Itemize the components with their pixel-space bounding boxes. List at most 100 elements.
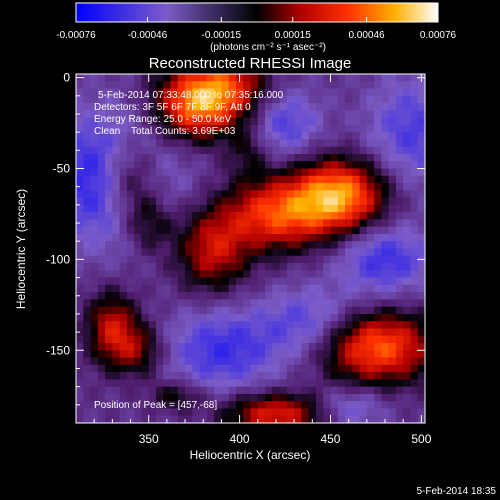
heatmap-cell bbox=[228, 233, 237, 242]
heatmap-cell bbox=[177, 408, 186, 417]
heatmap-cell bbox=[301, 226, 310, 235]
heatmap-cell bbox=[163, 306, 172, 315]
heatmap-cell bbox=[163, 233, 172, 242]
heatmap-cell bbox=[185, 321, 193, 330]
heatmap-cell bbox=[105, 364, 113, 373]
heatmap-cell bbox=[272, 81, 281, 90]
heatmap-cell bbox=[170, 284, 179, 293]
heatmap-cell bbox=[250, 321, 259, 330]
heatmap-cell bbox=[286, 103, 295, 111]
heatmap-cell bbox=[112, 284, 121, 293]
heatmap-cell bbox=[272, 401, 281, 410]
heatmap-cell bbox=[163, 146, 172, 155]
heatmap-cell bbox=[83, 146, 92, 155]
heatmap-cell bbox=[83, 364, 92, 373]
heatmap-cell bbox=[388, 263, 397, 271]
heatmap-cell bbox=[308, 386, 317, 395]
heatmap-cell bbox=[163, 81, 172, 90]
heatmap-cell bbox=[97, 153, 106, 162]
heatmap-cell bbox=[221, 277, 230, 286]
heatmap-cell bbox=[221, 168, 230, 177]
heatmap-cell bbox=[141, 219, 150, 228]
heatmap-cell bbox=[388, 161, 397, 170]
heatmap-cell bbox=[185, 364, 193, 373]
heatmap-cell bbox=[374, 233, 382, 242]
heatmap-cell bbox=[345, 255, 353, 264]
heatmap-cell bbox=[177, 183, 186, 191]
heatmap-cell bbox=[76, 241, 84, 250]
heatmap-cell bbox=[395, 379, 404, 388]
heatmap-cell bbox=[235, 321, 244, 330]
heatmap-cell bbox=[301, 212, 310, 221]
heatmap-cell bbox=[228, 372, 237, 380]
heatmap-cell bbox=[206, 95, 215, 104]
heatmap-cell bbox=[112, 379, 121, 388]
heatmap-cell bbox=[148, 117, 157, 126]
heatmap-cell bbox=[279, 401, 288, 410]
heatmap-cell bbox=[243, 401, 252, 410]
heatmap-cell bbox=[308, 284, 317, 293]
heatmap-cell bbox=[374, 241, 382, 250]
heatmap-cell bbox=[381, 175, 390, 184]
heatmap-cell bbox=[134, 183, 143, 191]
heatmap-cell bbox=[134, 357, 143, 366]
heatmap-cell bbox=[112, 343, 121, 351]
heatmap-cell bbox=[374, 393, 382, 402]
heatmap-cell bbox=[272, 233, 281, 242]
heatmap-cell bbox=[206, 74, 215, 82]
heatmap-cell bbox=[265, 284, 273, 293]
heatmap-cell bbox=[330, 110, 339, 119]
heatmap-cell bbox=[265, 88, 273, 97]
heatmap-cell bbox=[221, 212, 230, 221]
heatmap-cell bbox=[337, 183, 346, 191]
heatmap-cell bbox=[185, 277, 193, 286]
heatmap-cell bbox=[272, 270, 281, 279]
heatmap-cell bbox=[381, 103, 390, 111]
heatmap-cell bbox=[126, 88, 135, 97]
heatmap-cell bbox=[395, 292, 404, 300]
heatmap-cell bbox=[301, 321, 310, 330]
heatmap-cell bbox=[323, 175, 332, 184]
heatmap-cell bbox=[148, 386, 157, 395]
heatmap-cell bbox=[221, 204, 230, 213]
heatmap-cell bbox=[199, 190, 208, 199]
heatmap-cell bbox=[345, 277, 353, 286]
heatmap-cell bbox=[177, 81, 186, 90]
heatmap-cell bbox=[90, 110, 99, 119]
heatmap-cell bbox=[381, 95, 390, 104]
heatmap-cell bbox=[170, 226, 179, 235]
heatmap-cell bbox=[90, 299, 99, 308]
heatmap-cell bbox=[105, 299, 113, 308]
heatmap-cell bbox=[243, 175, 252, 184]
heatmap-cell bbox=[374, 124, 382, 133]
heatmap-cell bbox=[112, 103, 121, 111]
heatmap-cell bbox=[134, 226, 143, 235]
heatmap-cell bbox=[141, 299, 150, 308]
heatmap-cell bbox=[97, 364, 106, 373]
heatmap-cell bbox=[286, 343, 295, 351]
heatmap-cell bbox=[250, 335, 259, 344]
heatmap-cell bbox=[214, 226, 223, 235]
heatmap-cell bbox=[417, 197, 425, 206]
heatmap-cell bbox=[141, 335, 150, 344]
heatmap-cell bbox=[214, 132, 223, 141]
heatmap-cell bbox=[272, 277, 281, 286]
heatmap-cell bbox=[235, 139, 244, 148]
heatmap-cell bbox=[141, 343, 150, 351]
heatmap-cell bbox=[148, 139, 157, 148]
heatmap-cell bbox=[206, 110, 215, 119]
heatmap-cell bbox=[352, 328, 361, 337]
heatmap-cell bbox=[76, 277, 84, 286]
heatmap-cell bbox=[112, 372, 121, 380]
heatmap-cell bbox=[112, 117, 121, 126]
heatmap-cell bbox=[410, 103, 419, 111]
heatmap-cell bbox=[214, 328, 223, 337]
heatmap-cell bbox=[272, 263, 281, 271]
heatmap-cell bbox=[228, 212, 237, 221]
heatmap-cell bbox=[257, 233, 266, 242]
heatmap-cell bbox=[388, 110, 397, 119]
heatmap-cell bbox=[403, 306, 412, 315]
heatmap-cell bbox=[250, 313, 259, 322]
heatmap-cell bbox=[308, 379, 317, 388]
heatmap-cell bbox=[206, 379, 215, 388]
